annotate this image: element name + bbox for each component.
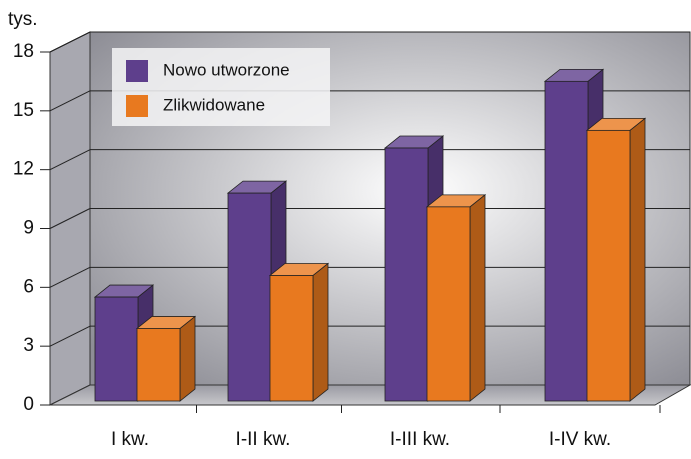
grid-line bbox=[49, 31, 91, 53]
y-axis-label: tys. bbox=[8, 9, 38, 30]
x-tick-label: I-III kw. bbox=[390, 429, 450, 450]
legend-label: Nowo utworzone bbox=[163, 60, 290, 79]
bar-side bbox=[629, 117, 646, 402]
y-tick-label: 6 bbox=[23, 276, 34, 297]
bar-front bbox=[136, 328, 181, 402]
y-tick-label: 3 bbox=[23, 335, 34, 356]
x-tick-label: I-II kw. bbox=[236, 429, 291, 450]
bar-side bbox=[179, 315, 196, 402]
bar-front bbox=[227, 192, 272, 402]
x-tick-label: I kw. bbox=[111, 429, 149, 450]
legend: Nowo utworzone Zlikwidowane bbox=[112, 48, 330, 126]
grid-line bbox=[49, 208, 91, 229]
floor bbox=[49, 384, 691, 406]
grid-line bbox=[49, 325, 91, 347]
legend-box bbox=[112, 48, 330, 126]
bar bbox=[226, 180, 288, 402]
legend-swatch bbox=[126, 95, 148, 117]
bar bbox=[425, 194, 487, 402]
y-tick-label: 0 bbox=[23, 394, 34, 415]
grid-line bbox=[49, 266, 91, 288]
grid-line bbox=[49, 90, 91, 112]
legend-label: Zlikwidowane bbox=[163, 95, 265, 114]
bar-front bbox=[94, 296, 139, 402]
y-tick-label: 15 bbox=[13, 100, 34, 121]
bar-front bbox=[544, 80, 589, 402]
y-tick-label: 18 bbox=[13, 41, 34, 62]
bar bbox=[585, 117, 647, 402]
bar bbox=[135, 315, 197, 402]
legend-swatch bbox=[126, 60, 148, 82]
x-tick-label: I-IV kw. bbox=[549, 429, 611, 450]
bar-front bbox=[426, 206, 471, 402]
y-tick-label: 9 bbox=[23, 218, 34, 239]
bar-front bbox=[269, 275, 314, 402]
y-tick-label: 12 bbox=[13, 159, 34, 180]
bar-side bbox=[312, 262, 329, 402]
bar bbox=[268, 262, 330, 402]
bar-front bbox=[586, 129, 631, 402]
grid-line bbox=[49, 149, 91, 171]
bar-front bbox=[384, 147, 429, 402]
bar-side bbox=[469, 194, 486, 402]
